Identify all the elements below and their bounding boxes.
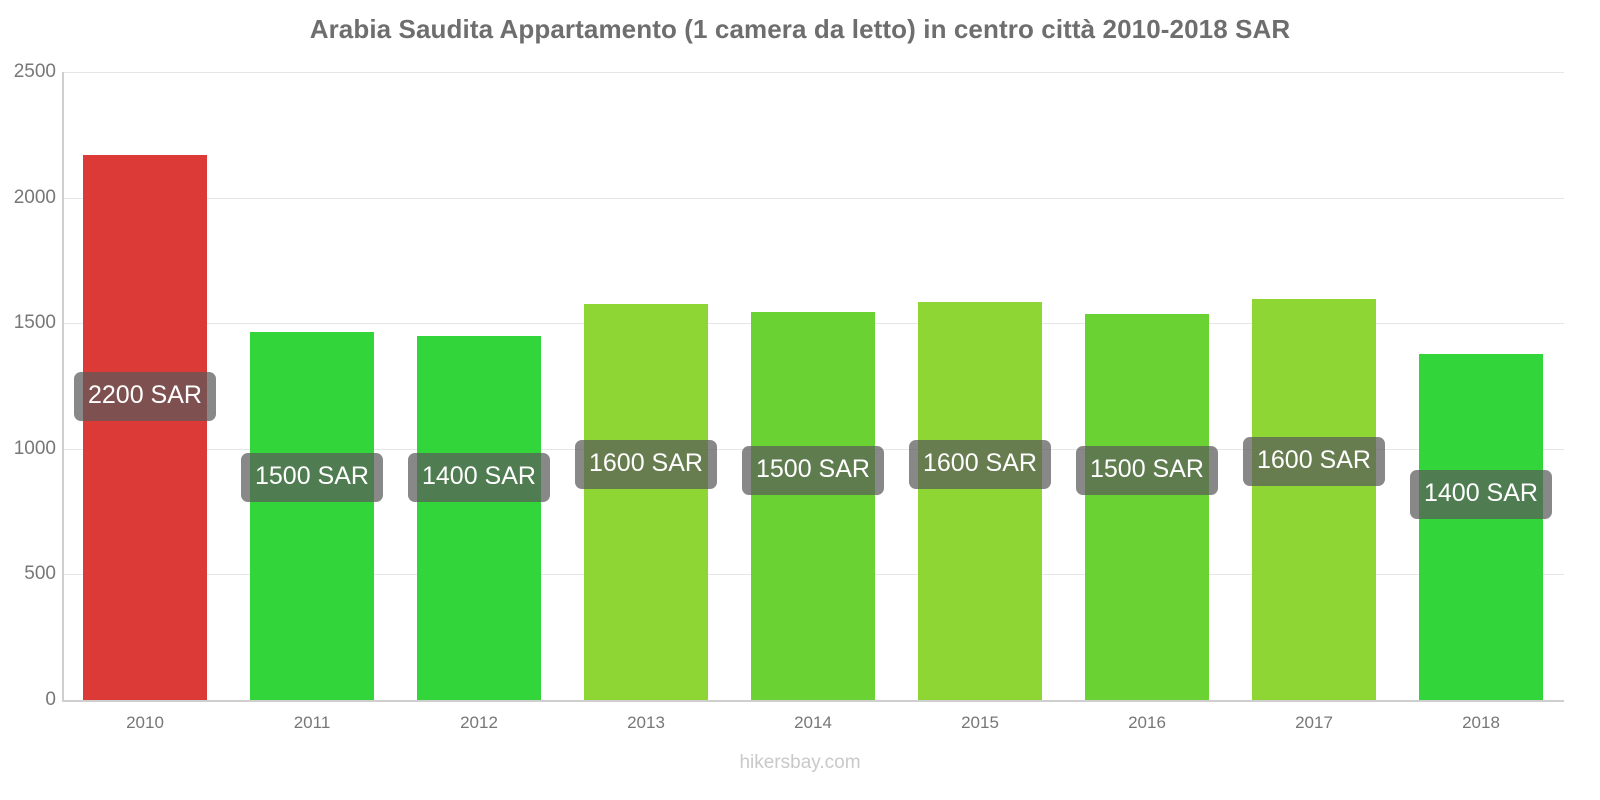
bar-value-label: 1400 SAR: [1410, 470, 1552, 519]
y-axis-line: [62, 72, 64, 701]
gridline: [62, 72, 1564, 73]
x-axis-tick-label: 2013: [627, 713, 665, 732]
x-axis-line: [62, 700, 1564, 702]
x-axis-tick-label: 2017: [1295, 713, 1333, 732]
bar-value-label: 1400 SAR: [408, 453, 550, 502]
bar-2012[interactable]: [417, 336, 541, 700]
x-axis-tick-label: 2012: [460, 713, 498, 732]
y-axis-tick-label: 0: [45, 689, 56, 710]
y-axis-tick-label: 1500: [13, 312, 56, 334]
bar-2010[interactable]: [83, 155, 207, 700]
bar-value-label: 2200 SAR: [74, 372, 216, 421]
bar-2015[interactable]: [918, 302, 1042, 700]
y-axis-tick-labels: 0 500 1000 1500 2000 2500: [0, 0, 56, 800]
y-axis-tick-label: 2500: [13, 61, 56, 82]
y-axis-tick-label: 500: [24, 563, 56, 585]
x-axis-tick-label: 2015: [961, 713, 999, 732]
gridline: [62, 197, 1564, 199]
x-axis-tick-label: 2014: [794, 713, 832, 732]
bar-2017[interactable]: [1252, 299, 1376, 700]
bar-value-label: 1600 SAR: [1243, 437, 1385, 486]
bar-value-label: 1500 SAR: [1076, 446, 1218, 495]
bar-2018[interactable]: [1419, 354, 1543, 700]
bar-value-label: 1500 SAR: [742, 446, 884, 495]
x-axis-tick-label: 2018: [1462, 713, 1500, 732]
bar-value-label: 1600 SAR: [575, 440, 717, 489]
page-title: Arabia Saudita Appartamento (1 camera da…: [309, 14, 1291, 44]
y-axis-tick-label: 1000: [13, 437, 56, 459]
credit-watermark: hikersbay.com: [739, 752, 861, 773]
x-axis-tick-label: 2016: [1128, 713, 1166, 732]
bar-2013[interactable]: [584, 304, 708, 700]
x-axis-tick-label: 2010: [126, 713, 164, 732]
bar-value-label: 1600 SAR: [909, 440, 1051, 489]
y-axis-tick-label: 2000: [13, 186, 56, 208]
bar-2011[interactable]: [250, 332, 374, 700]
bar-2014[interactable]: [751, 312, 875, 700]
x-axis-tick-label: 2011: [293, 713, 331, 732]
bar-2016[interactable]: [1085, 314, 1209, 700]
bar-value-label: 1500 SAR: [241, 453, 383, 502]
